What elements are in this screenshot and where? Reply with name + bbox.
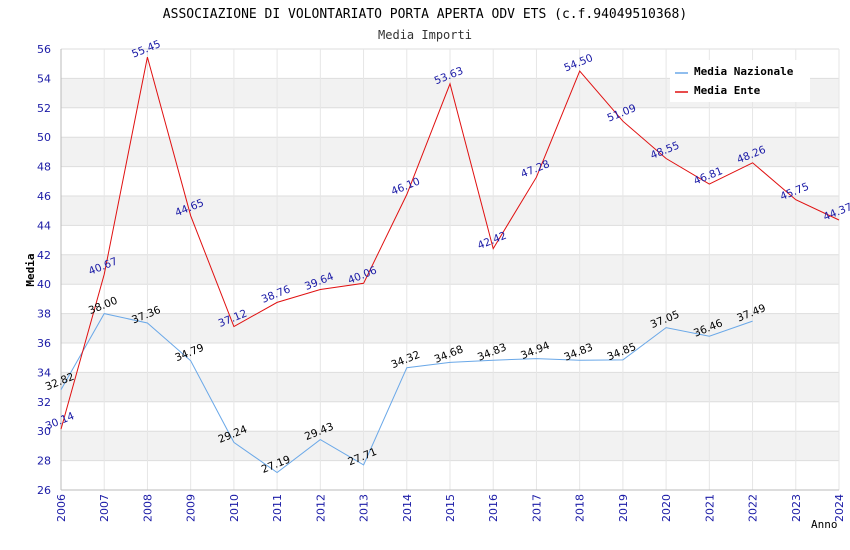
axes	[60, 49, 839, 491]
x-tick-label: 2017	[530, 494, 543, 522]
y-tick-label: 48	[37, 161, 51, 174]
y-axis-label: Media	[24, 253, 37, 286]
y-tick-label: 54	[37, 72, 51, 85]
y-tick-label: 28	[37, 455, 51, 468]
x-tick-label: 2022	[747, 494, 760, 522]
x-tick-labels: 2006 2007 2008 2009 2010 2011 2012 2013 2014 2015…	[55, 494, 846, 522]
x-tick-label: 2019	[617, 494, 630, 522]
x-tick-label: 2008	[141, 494, 154, 522]
data-label: 34.32	[389, 349, 421, 371]
x-axis-label: Anno	[811, 518, 838, 531]
x-tick-label: 2024	[833, 494, 846, 522]
data-label: 54.50	[562, 52, 594, 74]
y-tick-label: 26	[37, 484, 51, 497]
x-tick-label: 2010	[228, 494, 241, 522]
y-tick-label: 42	[37, 249, 51, 262]
x-tick-label: 2016	[487, 494, 500, 522]
y-tick-label: 36	[37, 337, 51, 350]
x-tick-label: 2007	[98, 494, 111, 522]
y-tick-label: 38	[37, 308, 51, 321]
y-tick-labels: 26 28 30 32 34 36 38 40 42 44 46 48 50 52 54 56	[37, 43, 51, 497]
x-tick-label: 2015	[444, 494, 457, 522]
data-label: 42.42	[476, 230, 508, 252]
y-tick-label: 34	[37, 366, 51, 379]
y-tick-label: 30	[37, 425, 51, 438]
legend-label-nazionale: Media Nazionale	[694, 65, 794, 78]
chart-title: ASSOCIAZIONE DI VOLONTARIATO PORTA APERT…	[163, 7, 687, 22]
y-tick-label: 32	[37, 396, 51, 409]
x-tick-label: 2009	[185, 494, 198, 522]
data-label: 34.79	[173, 342, 205, 364]
data-label: 46.10	[389, 176, 421, 198]
x-tick-label: 2006	[55, 494, 68, 522]
y-tick-label: 56	[37, 43, 51, 56]
y-tick-label: 46	[37, 190, 51, 203]
x-tick-label: 2012	[314, 494, 327, 522]
y-tick-label: 50	[37, 131, 51, 144]
x-tick-label: 2011	[271, 494, 284, 522]
data-label: 55.45	[130, 38, 162, 60]
legend-label-ente: Media Ente	[694, 84, 761, 97]
chart-subtitle: Media Importi	[378, 28, 472, 42]
series-line-ente	[60, 56, 840, 430]
data-label: 46.81	[692, 165, 724, 187]
x-tick-label: 2023	[790, 494, 803, 522]
y-tick-label: 40	[37, 278, 51, 291]
legend: Media Nazionale Media Ente	[670, 60, 810, 102]
x-tick-label: 2014	[401, 494, 414, 522]
x-tick-label: 2020	[660, 494, 673, 522]
data-label: 30.14	[44, 410, 77, 433]
series-line-nazionale	[60, 313, 753, 474]
series-lines	[60, 56, 840, 474]
y-tick-label: 52	[37, 102, 51, 115]
x-tick-label: 2013	[358, 494, 371, 522]
y-tick-label: 44	[37, 219, 51, 232]
x-tick-label: 2018	[574, 494, 587, 522]
x-tick-label: 2021	[703, 494, 716, 522]
legend-box	[670, 60, 810, 102]
